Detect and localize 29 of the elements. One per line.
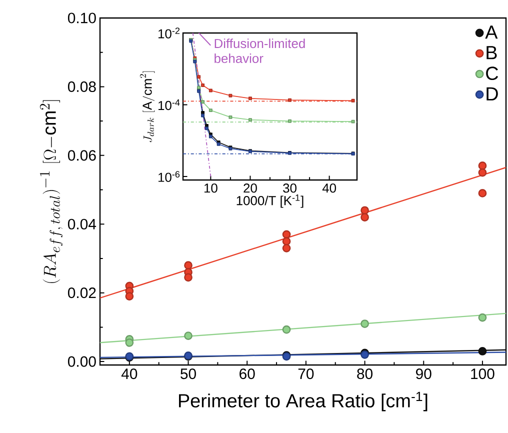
x-tick-label: 100 <box>471 368 494 380</box>
x-axis-title: Perimeter to Area Ratio [cm$^{-1}$] <box>179 392 428 412</box>
legend-label: D <box>486 87 498 100</box>
y-tick-label: 0.06 <box>68 150 96 161</box>
x-axis-title: 1000/T [K$^{-1}$] <box>236 194 304 208</box>
x-tick-label: 10 <box>204 184 218 193</box>
y-axis-title: $J_{dark}\ [\mathrm{A/cm}^{2}]$ <box>140 71 155 142</box>
legend-label: A <box>485 26 498 39</box>
x-tick-label: 90 <box>416 368 432 380</box>
y-axis-title: $(RA_{eff,\,total})^{-1}\ [\Omega\mathrm{-cm}^{2}]$ <box>40 100 63 284</box>
y-tick-label: 10$^{-2}$ <box>158 28 180 38</box>
x-tick-label: 50 <box>180 368 196 380</box>
x-tick-label: 40 <box>322 184 336 193</box>
y-tick-label: 10$^{-4}$ <box>158 99 180 110</box>
legend-label: B <box>486 46 497 60</box>
x-tick-label: 30 <box>283 184 296 193</box>
x-tick-label: 80 <box>357 368 373 380</box>
legend-label: C <box>486 66 498 80</box>
x-tick-label: 20 <box>244 184 257 193</box>
y-tick-label: 0.00 <box>68 356 96 367</box>
y-tick-label: 0.08 <box>68 81 96 92</box>
y-tick-label: 0.02 <box>68 288 96 298</box>
y-tick-label: 0.04 <box>68 218 96 230</box>
x-tick-label: 60 <box>240 368 255 380</box>
y-tick-label: 0.10 <box>68 12 96 24</box>
annotation: Diffusion-limited behavior <box>214 38 305 64</box>
y-tick-label: 10$^{-6}$ <box>158 171 180 182</box>
x-tick-label: 40 <box>121 368 138 380</box>
x-tick-label: 70 <box>298 368 314 380</box>
